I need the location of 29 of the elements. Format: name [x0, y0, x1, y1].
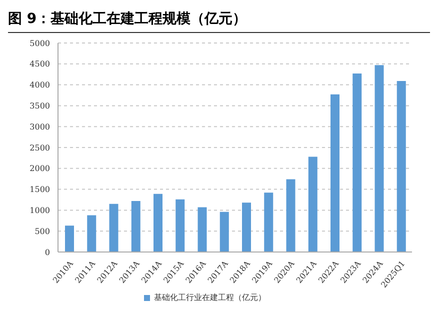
y-tick-label: 2500	[30, 143, 50, 152]
y-tick-label: 4000	[30, 80, 50, 90]
bar	[154, 194, 162, 252]
bar	[220, 212, 229, 252]
y-tick-label: 3000	[30, 122, 50, 132]
y-tick-label: 4500	[30, 60, 50, 69]
bar	[308, 156, 318, 252]
bar	[264, 192, 274, 252]
y-tick-label: 2000	[30, 164, 50, 174]
bar	[198, 207, 207, 252]
bar	[242, 202, 251, 252]
chart-title: 图 9：基础化工在建工程规模（亿元）	[8, 8, 430, 33]
bar	[352, 74, 362, 252]
bar	[176, 199, 185, 252]
y-tick-label: 500	[34, 226, 50, 236]
y-tick-label: 3500	[30, 102, 50, 111]
bar	[330, 94, 340, 252]
bar	[109, 204, 118, 252]
y-tick-label: 5000	[30, 38, 50, 48]
bar	[396, 81, 406, 252]
bar	[131, 201, 140, 252]
legend-label: 基础化工行业在建工程（亿元）	[154, 293, 266, 302]
bar	[87, 215, 96, 252]
bar	[286, 179, 296, 252]
y-tick-label: 1000	[30, 206, 50, 216]
y-tick-label: 0	[44, 248, 50, 257]
y-tick-label: 1500	[30, 185, 50, 194]
bar	[65, 226, 74, 252]
bar	[374, 65, 384, 252]
